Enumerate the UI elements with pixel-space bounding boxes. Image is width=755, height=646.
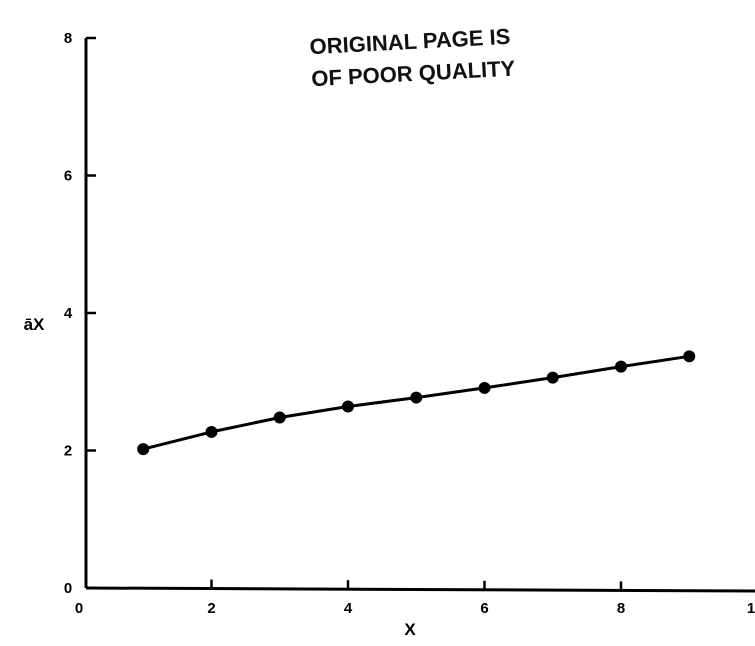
data-point	[683, 350, 696, 363]
data-markers	[137, 350, 696, 456]
data-point	[478, 381, 491, 394]
x-axis-line	[85, 586, 755, 593]
data-point	[410, 391, 423, 404]
stamp-line-2: OF POOR QUALITY	[311, 56, 516, 92]
data-point	[137, 443, 150, 456]
data-point	[205, 425, 218, 438]
y-tick-label: 6	[64, 168, 72, 185]
x-tick-label: 8	[617, 600, 625, 617]
data-point	[342, 400, 354, 413]
y-tick-label: 8	[64, 30, 72, 47]
data-point	[273, 411, 286, 424]
y-axis-title: āX	[24, 315, 45, 334]
stamp-line-1: ORIGINAL PAGE IS	[309, 24, 511, 59]
quality-stamp: ORIGINAL PAGE IS OF POOR QUALITY	[309, 24, 516, 92]
data-point	[546, 371, 559, 384]
x-axis-title: X	[404, 620, 416, 639]
x-tick-label: 2	[207, 600, 215, 617]
x-tick-label: 4	[344, 600, 353, 617]
data-point	[615, 360, 627, 373]
y-tick-label: 4	[64, 305, 73, 322]
axes: 0 2 4 6 8 0 2 4 6 8 1	[64, 30, 755, 617]
x-tick-label: 0	[75, 600, 83, 617]
y-tick-label: 0	[64, 580, 72, 597]
x-tick-label: 1	[747, 600, 755, 617]
x-tick-label: 6	[480, 600, 488, 617]
y-tick-label: 2	[64, 443, 72, 460]
